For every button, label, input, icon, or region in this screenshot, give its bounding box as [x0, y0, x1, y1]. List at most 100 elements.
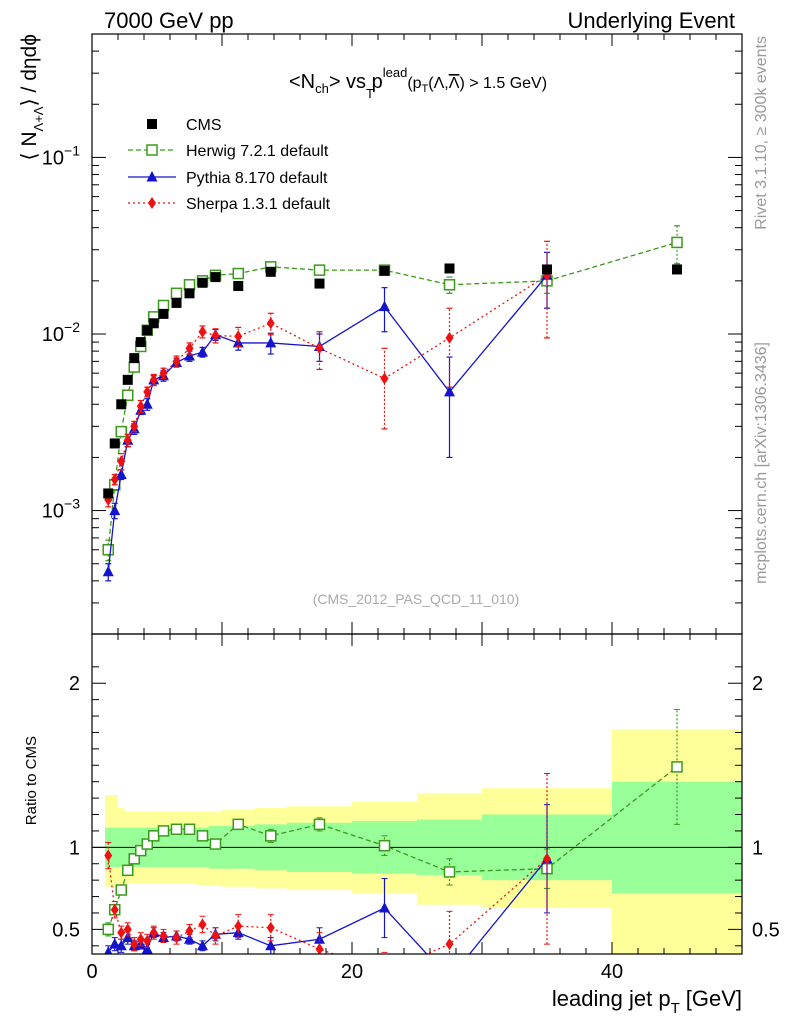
data-point-cms — [109, 438, 120, 449]
title-cut-open: (p — [407, 75, 421, 92]
data-point-herwig — [671, 236, 683, 249]
ratio-point-sherpa — [445, 938, 454, 951]
data-point-herwig — [115, 425, 127, 438]
title-vs: > vs p — [329, 71, 383, 93]
title-T-sub: T — [366, 86, 374, 101]
data-point-sherpa — [117, 455, 126, 468]
data-point-pythia — [109, 504, 121, 516]
ratio-point-herwig — [102, 923, 114, 936]
series-line-sherpa — [107, 274, 548, 501]
ratio-point-sherpa — [110, 903, 119, 916]
data-point-cms — [444, 263, 455, 274]
ratio-point-pythia — [197, 939, 208, 951]
data-point-herwig — [128, 361, 140, 373]
ratio-point-herwig — [265, 830, 277, 842]
ratio-point-herwig — [378, 839, 391, 852]
data-point-sherpa — [315, 342, 324, 355]
chart-title: <Nch> vs plead(pT(Λ,Λ) > 1.5 GeV) — [289, 65, 547, 96]
title-cut-mid: (Λ, — [428, 75, 448, 92]
data-point-cms — [197, 277, 208, 288]
data-point-herwig — [313, 264, 326, 276]
ratio-point-herwig — [671, 761, 683, 773]
title-lambda-bar: Λ — [449, 75, 460, 92]
ratio-point-pythia — [104, 946, 113, 954]
ratio-point-sherpa — [234, 920, 243, 933]
data-point-pythia — [379, 300, 390, 312]
data-point-cms — [314, 278, 325, 289]
legend-marker-herwig — [146, 144, 158, 156]
data-point-cms — [210, 272, 221, 283]
ratio-point-herwig — [183, 823, 196, 836]
data-point-cms — [135, 337, 146, 348]
ratio-y-tick-label-right: 2 — [752, 673, 763, 695]
rivet-label: Rivet 3.1.10, ≥ 300k events — [753, 36, 770, 230]
legend: CMS Herwig 7.2.1 default Pythia 8.170 defa… — [128, 117, 331, 213]
ratio-point-sherpa — [211, 929, 220, 942]
title-lead: lead — [383, 65, 408, 80]
ratio-point-herwig — [157, 825, 170, 837]
data-point-pythia — [197, 346, 208, 357]
ratio-series-clip — [102, 708, 683, 954]
ratio-y-tick-label: 2 — [69, 673, 80, 695]
data-point-cms — [233, 280, 244, 291]
ratio-point-sherpa — [149, 926, 158, 939]
header-right: Underlying Event — [567, 8, 735, 33]
ratio-point-herwig — [232, 818, 244, 831]
series-line-pythia — [107, 274, 548, 572]
data-point-sherpa — [198, 325, 207, 338]
ratio-point-herwig — [443, 866, 456, 878]
data-point-pythia — [115, 468, 127, 480]
ylabel-close: ⟩ / dηdϕ — [18, 34, 41, 107]
title-n: <N — [289, 71, 315, 93]
x-tick-label: 40 — [601, 961, 623, 983]
ratio-point-sherpa — [266, 921, 275, 934]
ratio-point-sherpa — [136, 933, 145, 946]
data-point-sherpa — [149, 373, 158, 386]
legend-label-cms: CMS — [186, 117, 222, 134]
header-left: 7000 GeV pp — [104, 8, 234, 33]
data-point-cms — [116, 399, 127, 410]
ratio-point-sherpa — [159, 929, 168, 942]
legend-marker-pythia — [146, 171, 158, 182]
data-point-pythia — [265, 336, 277, 348]
ratio-panel-frame — [91, 633, 743, 955]
main-panel-axes: 10−3 10−2 10−1 — [42, 33, 742, 635]
data-point-sherpa — [172, 355, 181, 368]
data-point-herwig — [443, 279, 456, 291]
legend-marker-sherpa — [148, 197, 156, 209]
data-point-cms — [142, 325, 153, 336]
main-y-tick-label: 10−1 — [42, 142, 80, 169]
title-cut-T: T — [422, 83, 429, 95]
data-point-pythia — [444, 385, 455, 397]
ratio-point-pythia — [141, 943, 153, 954]
ratio-point-sherpa — [123, 923, 132, 936]
data-point-cms — [542, 264, 552, 275]
data-point-cms — [158, 308, 169, 319]
data-point-cms — [184, 288, 195, 299]
data-point-cms — [265, 266, 276, 277]
data-point-sherpa — [380, 372, 389, 385]
data-point-sherpa — [143, 385, 152, 398]
ratio-point-herwig — [122, 864, 134, 877]
main-panel-series — [102, 225, 683, 582]
ratio-point-sherpa — [198, 918, 207, 931]
ratio-panel-axes: 0 20 40 0.5 0.5 1 1 2 2 — [52, 634, 780, 983]
ratio-point-pythia — [379, 902, 390, 913]
ratio-point-herwig — [128, 853, 140, 865]
legend-marker-cms — [147, 119, 157, 129]
legend-label-sherpa: Sherpa 1.3.1 default — [186, 196, 331, 213]
xlabel-unit: [GeV] — [686, 986, 742, 1011]
data-point-sherpa — [136, 400, 145, 413]
legend-label-pythia: Pythia 8.170 default — [186, 170, 328, 187]
ratio-point-herwig — [141, 838, 153, 850]
ratio-point-herwig — [170, 823, 183, 836]
ratio-point-sherpa — [104, 849, 113, 862]
data-point-cms — [122, 374, 133, 385]
data-point-sherpa — [211, 329, 220, 342]
ratio-point-pythia — [314, 933, 325, 944]
ratio-point-pythia — [115, 939, 127, 951]
data-point-sherpa — [185, 342, 194, 355]
ratio-y-tick-label: 1 — [69, 837, 80, 859]
ratio-y-tick-label-right: 1 — [752, 837, 763, 859]
